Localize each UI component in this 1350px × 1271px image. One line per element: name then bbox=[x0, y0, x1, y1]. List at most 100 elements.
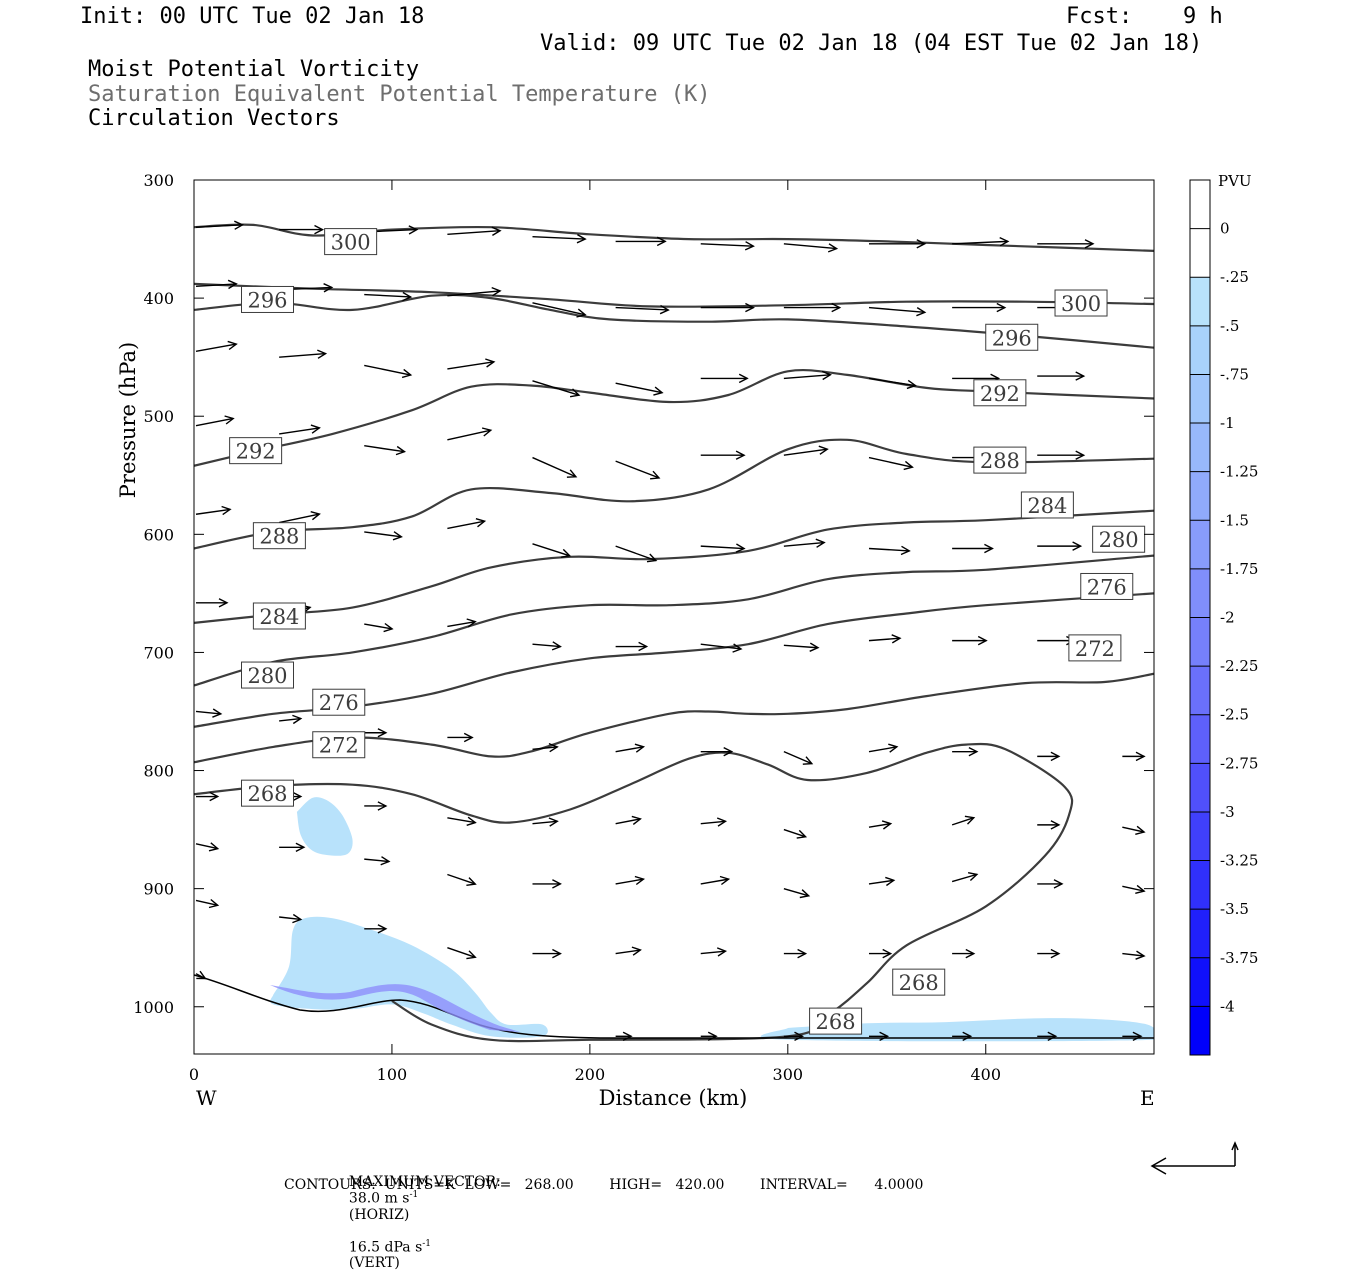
vector-arrow bbox=[700, 643, 743, 653]
vector-arrow bbox=[615, 641, 649, 652]
vector-arrow bbox=[952, 302, 1007, 313]
pv-region-0 bbox=[296, 797, 353, 856]
vector-arrow bbox=[532, 641, 562, 651]
theta-contours bbox=[194, 223, 1154, 1043]
contour-label-280: 280 bbox=[241, 661, 295, 689]
vector-arrow bbox=[783, 538, 826, 548]
vector-arrow bbox=[1122, 825, 1146, 835]
colorbar-swatch bbox=[1190, 763, 1210, 812]
contour-300-1 bbox=[194, 282, 1154, 308]
vector-arrow bbox=[447, 947, 477, 960]
vector-arrow bbox=[700, 817, 728, 827]
y-tick-label: 500 bbox=[143, 407, 174, 426]
vector-arrow bbox=[1037, 239, 1095, 249]
vector-arrow bbox=[783, 642, 820, 652]
vector-arrow bbox=[532, 233, 587, 244]
contour-label-284: 284 bbox=[1020, 491, 1074, 519]
vector-arrow bbox=[700, 875, 731, 886]
vector-arrow bbox=[279, 349, 328, 359]
colorbar-label: -2.5 bbox=[1220, 706, 1249, 724]
contour-296-2 bbox=[194, 293, 1154, 349]
vector-arrow bbox=[447, 358, 496, 370]
pv-region-1 bbox=[270, 916, 548, 1038]
colorbar-swatch bbox=[1190, 568, 1210, 618]
colorbar-label: -2 bbox=[1220, 609, 1235, 627]
y-tick-label: 300 bbox=[143, 171, 174, 190]
contour-label-276: 276 bbox=[1080, 572, 1134, 600]
pv-shading bbox=[270, 797, 1154, 1042]
vector-arrow bbox=[1037, 751, 1061, 762]
svg-text:276: 276 bbox=[319, 691, 359, 715]
vector-arrow bbox=[868, 239, 927, 249]
colorbar-label: -4 bbox=[1220, 997, 1235, 1015]
colorbar-label: -1.5 bbox=[1220, 511, 1249, 529]
vector-arrow bbox=[952, 1031, 973, 1042]
y-tick-label: 400 bbox=[143, 289, 174, 308]
contour-288-6 bbox=[194, 438, 1154, 550]
vector-arrow bbox=[279, 913, 303, 924]
vector-arrow bbox=[1037, 1031, 1058, 1042]
colorbar-swatch bbox=[1190, 714, 1210, 764]
contour-label-284: 284 bbox=[252, 602, 306, 630]
vector-arrow bbox=[868, 634, 902, 644]
vector-arrow bbox=[532, 302, 587, 318]
y-tick-label: 800 bbox=[143, 762, 174, 781]
vector-arrow bbox=[447, 816, 477, 826]
contour-label-296: 296 bbox=[985, 323, 1039, 351]
vector-arrow bbox=[700, 947, 728, 957]
colorbar-label: -.25 bbox=[1220, 268, 1249, 286]
contour-label-268: 268 bbox=[892, 968, 946, 996]
colorbar-swatch bbox=[1190, 1006, 1210, 1055]
vector-arrow bbox=[700, 241, 755, 251]
vector-arrow bbox=[615, 743, 646, 753]
x-tick-label: 0 bbox=[189, 1065, 199, 1084]
vector-arrow bbox=[364, 728, 388, 738]
max-vector-horiz: 38.0 m s bbox=[348, 1190, 410, 1207]
vector-arrow bbox=[868, 306, 927, 317]
vector-arrow bbox=[783, 243, 839, 253]
contour-info: CONTOURS: UNITS=K LOW= 268.00 HIGH= 420.… bbox=[284, 1177, 924, 1193]
svg-text:288: 288 bbox=[259, 525, 299, 549]
vector-arrow bbox=[700, 450, 746, 460]
x-tick-label: 300 bbox=[773, 1065, 804, 1084]
vector-arrow bbox=[868, 948, 893, 959]
colorbar-swatch bbox=[1190, 909, 1210, 958]
svg-text:296: 296 bbox=[992, 326, 1032, 350]
axes: 300 400 500 600 700 800 900 1000 0 100 200 300 400 bbox=[133, 171, 1154, 1084]
contour-292-4 bbox=[194, 368, 1154, 467]
vector-arrow bbox=[615, 815, 642, 825]
vector-arrow bbox=[364, 924, 388, 934]
vector-arrow bbox=[195, 898, 220, 909]
svg-text:284: 284 bbox=[259, 605, 299, 629]
contour-label-268: 268 bbox=[241, 779, 295, 807]
init-time: Init: 00 UTC Tue 02 Jan 18 bbox=[80, 4, 425, 29]
vector-arrow bbox=[700, 373, 749, 384]
svg-text:300: 300 bbox=[1061, 292, 1101, 316]
colorbar-label: -.75 bbox=[1220, 365, 1249, 383]
west-label: W bbox=[196, 1086, 217, 1110]
vector-arrow bbox=[364, 364, 413, 379]
vector-arrow bbox=[195, 842, 220, 852]
vector-arrow bbox=[783, 828, 808, 839]
vector-arrow bbox=[195, 340, 238, 352]
colorbar-swatch bbox=[1190, 180, 1210, 229]
y-tick-label: 600 bbox=[143, 525, 174, 544]
vector-arrow bbox=[532, 456, 578, 478]
contour-label-296: 296 bbox=[241, 285, 295, 313]
vector-arrow bbox=[615, 236, 667, 247]
vector-arrow bbox=[615, 545, 658, 563]
east-label: E bbox=[1140, 1086, 1155, 1110]
y-axis-label: Pressure (hPa) bbox=[116, 342, 140, 498]
vector-arrow bbox=[364, 531, 403, 541]
colorbar-label: -1 bbox=[1220, 414, 1235, 432]
terrain-surface bbox=[194, 974, 1154, 1039]
contour-label-268: 268 bbox=[809, 1007, 863, 1035]
max-vector-vert: 16.5 dPa s bbox=[348, 1239, 423, 1256]
svg-text:268: 268 bbox=[247, 782, 287, 806]
vector-arrow bbox=[615, 460, 661, 480]
contour-272-14 bbox=[194, 672, 1154, 764]
reference-vector bbox=[1150, 1141, 1239, 1175]
colorbar-label: -3.75 bbox=[1220, 949, 1258, 967]
contour-300-0 bbox=[194, 223, 1154, 252]
valid-time: Valid: 09 UTC Tue 02 Jan 18 (04 EST Tue … bbox=[540, 31, 1203, 56]
